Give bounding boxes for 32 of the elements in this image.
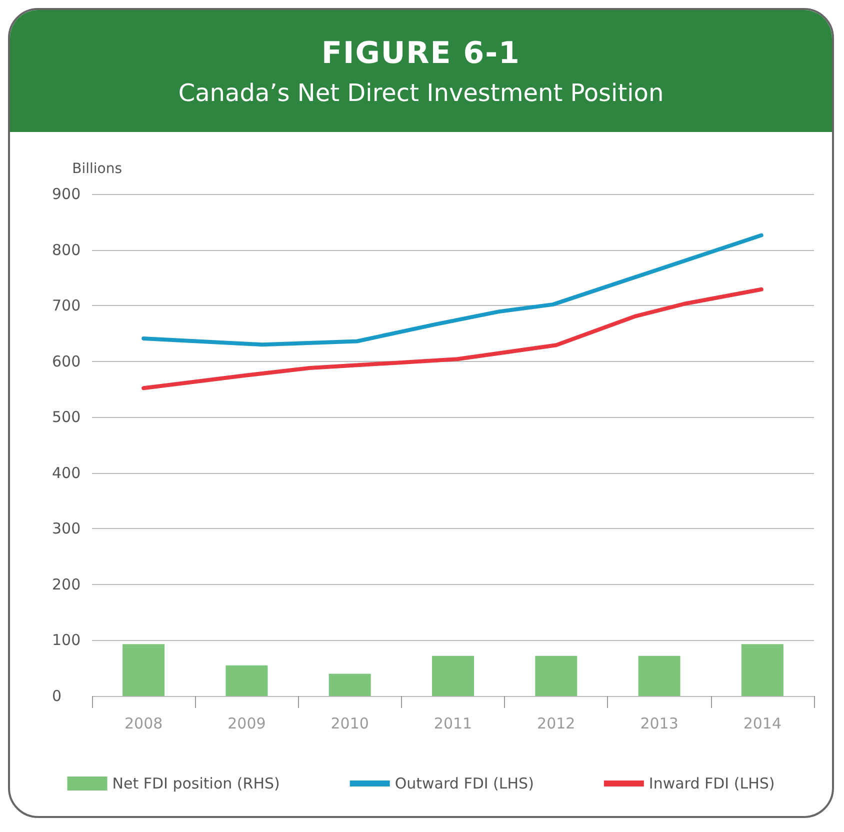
x-tick-label: 2013 — [640, 714, 678, 732]
x-tick-label: 2010 — [330, 714, 369, 732]
bar — [638, 656, 680, 696]
bar — [432, 656, 474, 696]
x-tick-label: 2012 — [537, 714, 576, 732]
line-series — [142, 233, 764, 347]
bar — [328, 674, 371, 696]
y-tick-label: 400 — [52, 464, 81, 482]
bar — [535, 656, 578, 696]
y-tick-label: 300 — [52, 520, 81, 538]
y-tick-label: 100 — [52, 631, 81, 650]
x-tick-label: 2009 — [228, 714, 266, 732]
chart-title: FIGURE 6-1 — [320, 36, 522, 71]
y-tick-label: 900 — [52, 185, 81, 203]
bar — [122, 644, 165, 696]
x-tick-label: 2008 — [124, 714, 163, 732]
bar — [226, 665, 268, 696]
chart-subtitle: Canada’s Net Direct Investment Position — [177, 79, 665, 107]
legend-label: Outward FDI (LHS) — [394, 774, 534, 792]
legend-label: Inward FDI (LHS) — [648, 774, 775, 792]
y-tick-label: 0 — [52, 687, 62, 705]
legend-label: Net FDI position (RHS) — [112, 774, 280, 792]
bar — [741, 644, 784, 696]
x-tick-label: 2014 — [743, 714, 782, 732]
y-tick-label: 800 — [52, 240, 81, 259]
y-tick-label: 500 — [52, 408, 81, 426]
x-tick-label: 2011 — [434, 714, 472, 732]
line-series — [142, 287, 764, 390]
y-tick-label: 600 — [52, 352, 81, 370]
y-tick-label: 200 — [52, 575, 81, 594]
y-tick-label: 700 — [52, 296, 81, 315]
y-axis-title: Billions — [72, 161, 122, 177]
